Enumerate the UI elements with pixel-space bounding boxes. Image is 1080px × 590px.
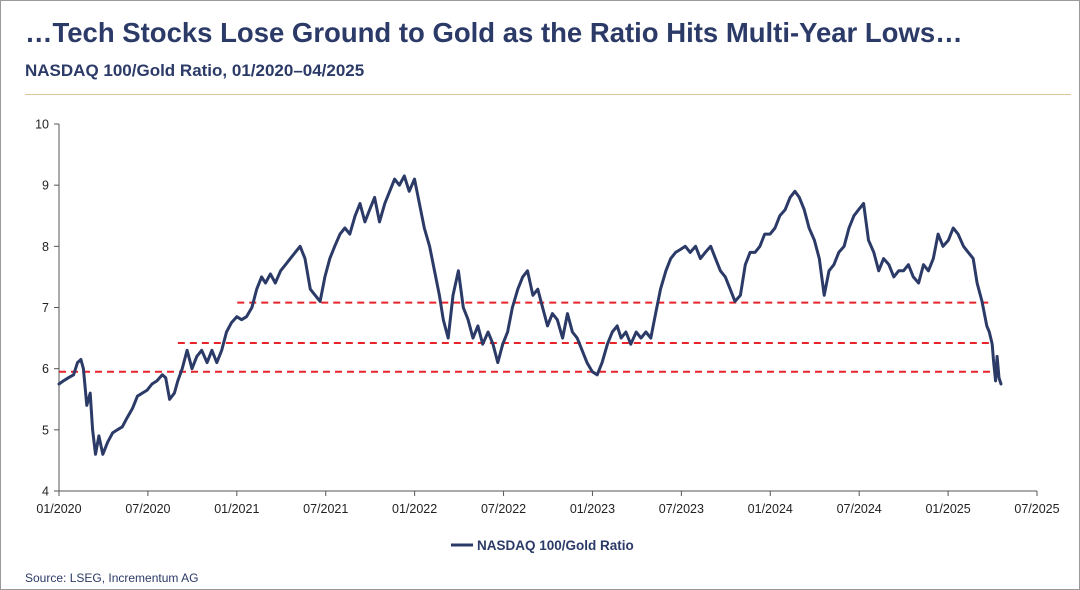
x-tick-label: 01/2023 — [570, 502, 615, 516]
x-axis-ticks: 01/2020 07/2020 01/2021 07/2021 01/2022 07/20… — [36, 491, 1060, 516]
reference-lines — [59, 301, 993, 373]
source-note: Source: LSEG, Incrementum AG — [25, 571, 199, 585]
chart-subtitle: NASDAQ 100/Gold Ratio, 01/2020–04/2025 — [25, 61, 365, 80]
header-divider — [25, 94, 1071, 95]
series-line-nasdaq-gold-ratio — [57, 174, 1003, 456]
y-axis-ticks: 4 5 6 7 8 9 10 — [35, 118, 59, 499]
x-tick-label: 07/2022 — [481, 502, 526, 516]
y-tick-label: 4 — [42, 485, 49, 499]
legend: NASDAQ 100/Gold Ratio — [451, 538, 634, 553]
chart-title: …Tech Stocks Lose Ground to Gold as the … — [25, 17, 963, 48]
x-tick-label: 07/2020 — [125, 502, 170, 516]
y-tick-label: 5 — [42, 423, 49, 437]
x-tick-label: 01/2022 — [392, 502, 437, 516]
legend-label: NASDAQ 100/Gold Ratio — [477, 538, 634, 553]
x-tick-label: 01/2025 — [925, 502, 970, 516]
x-tick-label: 07/2024 — [837, 502, 882, 516]
y-tick-label: 6 — [42, 362, 49, 376]
x-tick-label: 07/2021 — [303, 502, 348, 516]
y-tick-label: 7 — [42, 301, 49, 315]
y-tick-label: 8 — [42, 240, 49, 254]
x-tick-label: 01/2024 — [748, 502, 793, 516]
y-tick-label: 10 — [35, 118, 49, 132]
x-tick-label: 07/2023 — [659, 502, 704, 516]
x-tick-label: 07/2025 — [1014, 502, 1059, 516]
y-tick-label: 9 — [42, 179, 49, 193]
x-tick-label: 01/2021 — [214, 502, 259, 516]
x-tick-label: 01/2020 — [36, 502, 81, 516]
